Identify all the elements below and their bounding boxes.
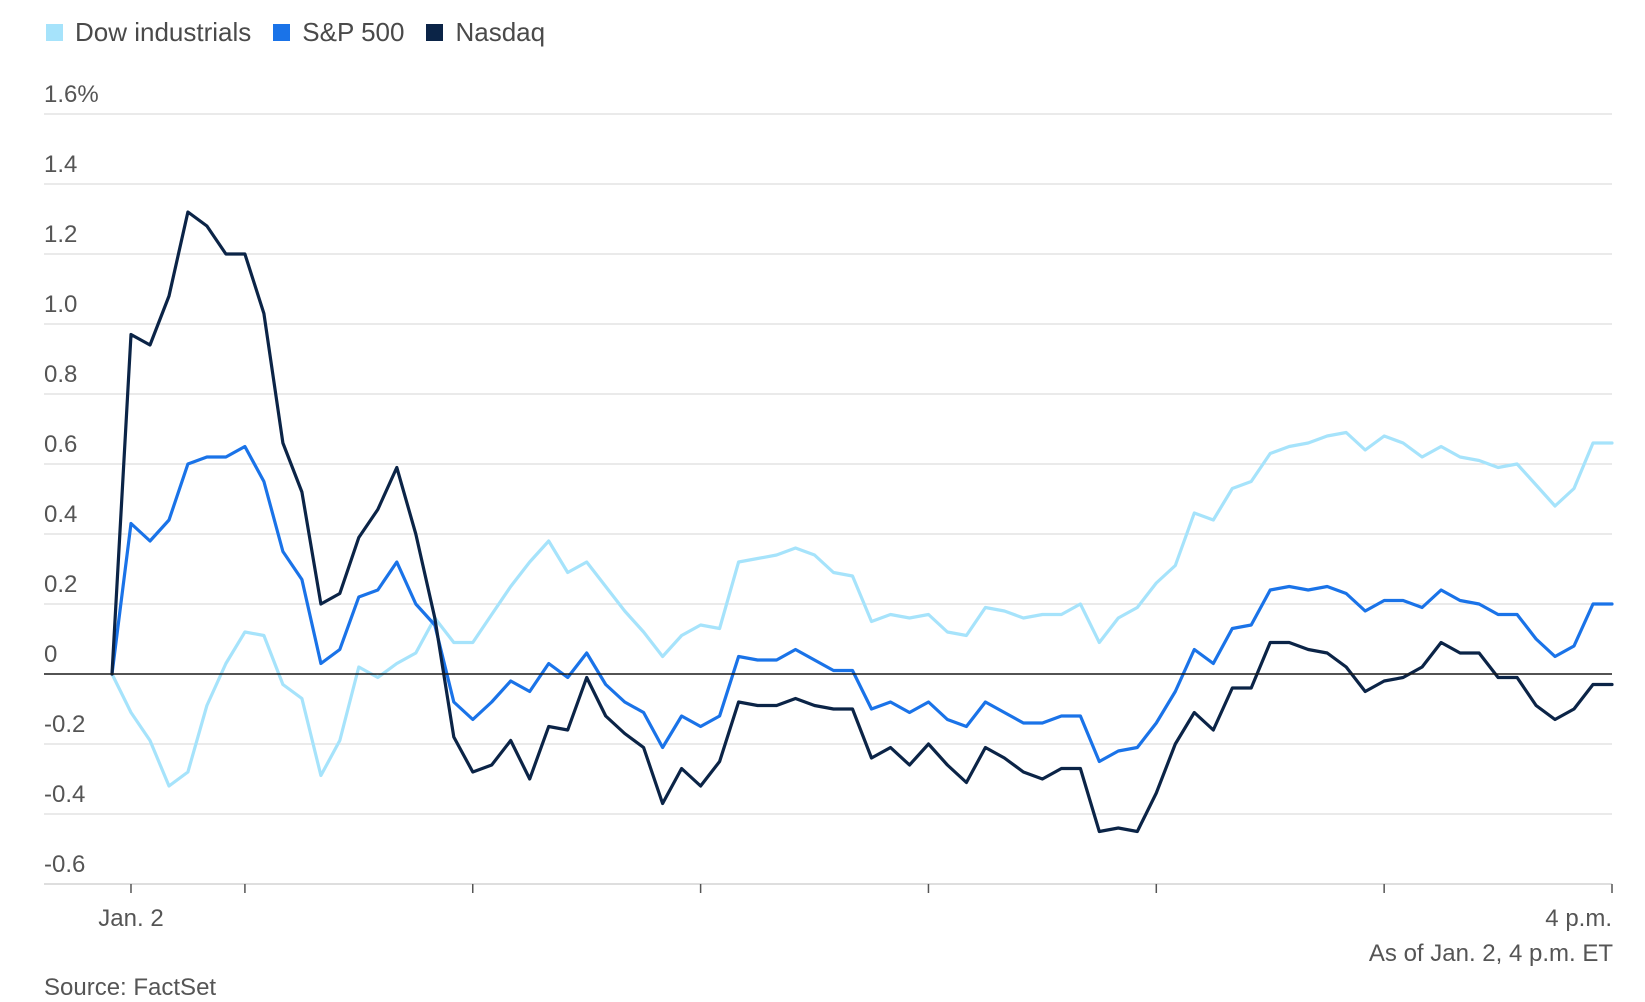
y-tick-label: 0.4 [44, 501, 77, 528]
gridlines [44, 114, 1612, 884]
x-tick-label: Jan. 2 [98, 905, 163, 932]
legend-item-dow: Dow industrials [46, 19, 251, 45]
y-tick-label: 1.6% [44, 81, 99, 108]
series-line-nasdaq [112, 212, 1612, 832]
legend-swatch-sp500 [273, 24, 290, 41]
x-axis-ticks: Jan. 2 4 p.m. [44, 884, 1612, 932]
series-lines [112, 212, 1612, 832]
legend-item-sp500: S&P 500 [273, 19, 404, 45]
legend-item-nasdaq: Nasdaq [426, 19, 545, 45]
y-tick-label: 1.4 [44, 151, 77, 178]
y-tick-label: -0.2 [44, 711, 85, 738]
y-tick-label: -0.6 [44, 851, 85, 878]
legend-label-nasdaq: Nasdaq [455, 19, 545, 45]
y-tick-label: 0.2 [44, 571, 77, 598]
y-tick-label: 0.8 [44, 361, 77, 388]
y-tick-label: -0.4 [44, 781, 85, 808]
legend-label-sp500: S&P 500 [302, 19, 404, 45]
y-tick-label: 0 [44, 641, 57, 668]
legend-label-dow: Dow industrials [75, 19, 251, 45]
y-tick-label: 1.0 [44, 291, 77, 318]
y-tick-label: 0.6 [44, 431, 77, 458]
y-tick-label: 1.2 [44, 221, 77, 248]
legend-swatch-dow [46, 24, 63, 41]
x-tick-label: 4 p.m. [1545, 905, 1612, 932]
legend: Dow industrials S&P 500 Nasdaq [46, 14, 567, 50]
legend-swatch-nasdaq [426, 24, 443, 41]
as-of-note: As of Jan. 2, 4 p.m. ET [1369, 940, 1613, 968]
source-note: Source: FactSet [44, 974, 216, 1002]
y-axis-tick-labels: 1.6% 1.4 1.2 1.0 0.8 0.6 0.4 0.2 0 -0.2 -0.4 -0.6 [44, 81, 99, 878]
